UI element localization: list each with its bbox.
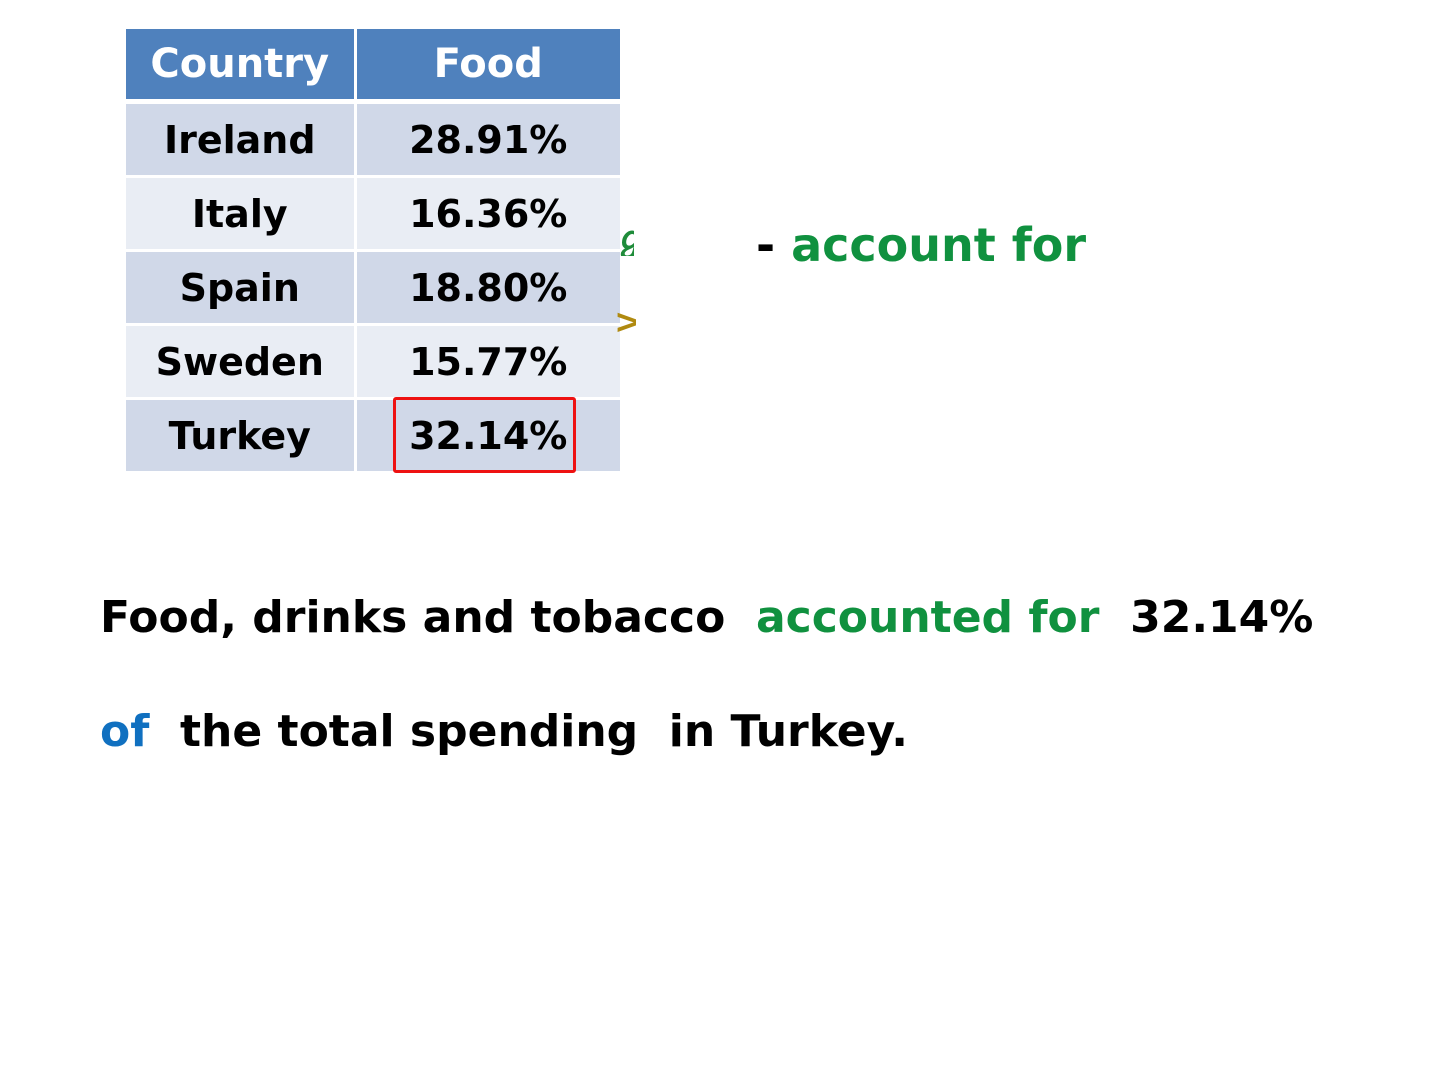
header-food: Food [355, 29, 620, 104]
sentence-verb: accounted for [755, 592, 1100, 643]
phrase-text: account for [791, 218, 1087, 272]
sentence-subject: Food, drinks and tobacco [100, 592, 756, 643]
sentence-value: 32.14% [1099, 592, 1314, 643]
table-row: Spain 18.80% [126, 250, 620, 326]
phrase-dash: - [756, 218, 792, 272]
table-row: Ireland 28.91% [126, 101, 620, 178]
country-cell: Spain [126, 250, 357, 326]
highlight-box [393, 397, 576, 473]
food-cell: 28.91% [355, 101, 620, 178]
spending-table: Country Food Ireland 28.91% Italy 16.36%… [126, 29, 620, 471]
country-cell: Ireland [126, 101, 357, 178]
sentence-preposition: of [100, 706, 150, 757]
country-cell: Sweden [126, 324, 357, 400]
country-cell: Turkey [126, 398, 357, 471]
table-row: Italy 16.36% [126, 176, 620, 252]
summary-sentence-line-1: Food, drinks and tobacco accounted for 3… [100, 592, 1313, 645]
header-country: Country [126, 29, 357, 104]
summary-sentence-line-2: of the total spending in Turkey. [100, 706, 908, 759]
country-cell: Italy [126, 176, 357, 252]
food-cell: 15.77% [355, 324, 620, 400]
partial-glyph-green: ℊ [614, 222, 634, 256]
food-cell: 16.36% [355, 176, 620, 252]
table-row: Sweden 15.77% [126, 324, 620, 400]
partial-glyph-gold: > [614, 305, 636, 339]
sentence-object: the total spending in Turkey. [149, 706, 909, 757]
food-cell: 18.80% [355, 250, 620, 326]
account-for-phrase: - account for [756, 218, 1086, 273]
table-header-row: Country Food [126, 29, 620, 104]
